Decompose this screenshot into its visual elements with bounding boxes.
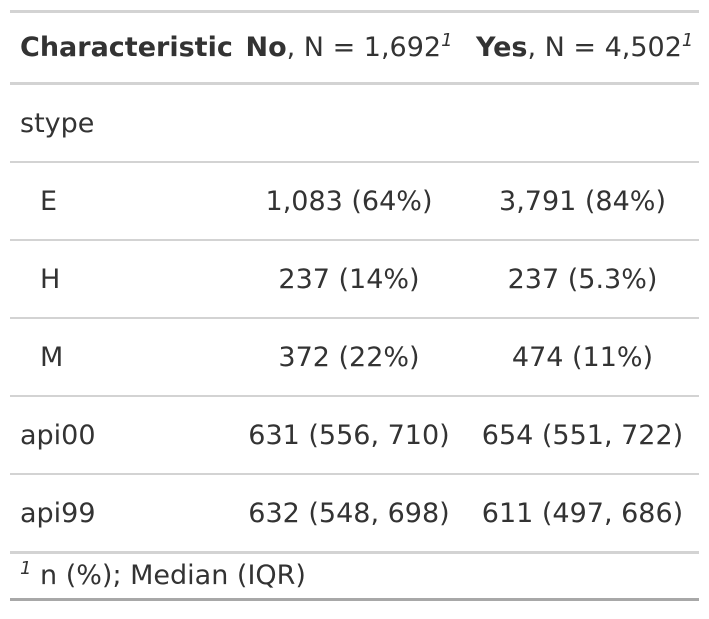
header-characteristic: Characteristic <box>20 32 233 63</box>
table-row-api99: api99 632 (548, 698) 611 (497, 686) <box>10 474 699 553</box>
footnote-text: n (%); Median (IQR) <box>31 560 306 591</box>
cell-h-yes: 237 (5.3%) <box>507 263 658 295</box>
header-no-footnote-mark: 1 <box>441 30 453 51</box>
header-no-group: No <box>245 32 287 63</box>
row-label-m: M <box>40 341 64 373</box>
cell-e-no: 1,083 (64%) <box>265 185 433 217</box>
cell-m-yes: 474 (11%) <box>511 341 654 373</box>
row-label-api00: api00 <box>20 419 96 451</box>
row-label-h: H <box>40 263 61 295</box>
row-label-e: E <box>40 185 58 217</box>
cell-h-no: 237 (14%) <box>278 263 420 295</box>
table-body: stype E 1,083 (64%) 3,791 (84%) H 237 (1… <box>10 84 699 553</box>
table-row-e: E 1,083 (64%) 3,791 (84%) <box>10 162 699 240</box>
row-label-stype: stype <box>20 107 95 139</box>
cell-api00-no: 631 (556, 710) <box>248 419 450 451</box>
cell-api99-no: 632 (548, 698) <box>248 497 450 529</box>
table-row-stype: stype <box>10 84 699 163</box>
row-label-api99: api99 <box>20 497 96 529</box>
cell-api99-yes: 611 (497, 686) <box>481 497 684 529</box>
header-yes-n: , N = 4,502 <box>527 32 682 63</box>
footnote-mark: 1 <box>20 558 32 579</box>
table-row-api00: api00 631 (556, 710) 654 (551, 722) <box>10 396 699 474</box>
cell-stype-no <box>232 84 466 163</box>
header-yes-footnote-mark: 1 <box>681 30 694 51</box>
table-row-h: H 237 (14%) 237 (5.3%) <box>10 240 699 318</box>
table-footnote: 1 n (%); Median (IQR) <box>10 554 699 601</box>
header-yes-group: Yes <box>476 32 528 63</box>
summary-table: Characteristic No, N = 1,6921 Yes, N = 4… <box>10 10 699 554</box>
header-no-n: , N = 1,692 <box>286 32 442 63</box>
header-row: Characteristic No, N = 1,6921 Yes, N = 4… <box>10 11 699 84</box>
cell-m-no: 372 (22%) <box>278 341 420 373</box>
cell-e-yes: 3,791 (84%) <box>499 185 666 217</box>
table-header: Characteristic No, N = 1,6921 Yes, N = 4… <box>10 11 699 84</box>
cell-api00-yes: 654 (551, 722) <box>481 419 684 451</box>
summary-table-container: Characteristic No, N = 1,6921 Yes, N = 4… <box>10 10 699 601</box>
cell-stype-yes <box>466 84 699 163</box>
table-row-m: M 372 (22%) 474 (11%) <box>10 318 699 396</box>
header-yes: Yes, N = 4,5021 <box>466 12 699 84</box>
header-no: No, N = 1,6921 <box>232 12 466 84</box>
